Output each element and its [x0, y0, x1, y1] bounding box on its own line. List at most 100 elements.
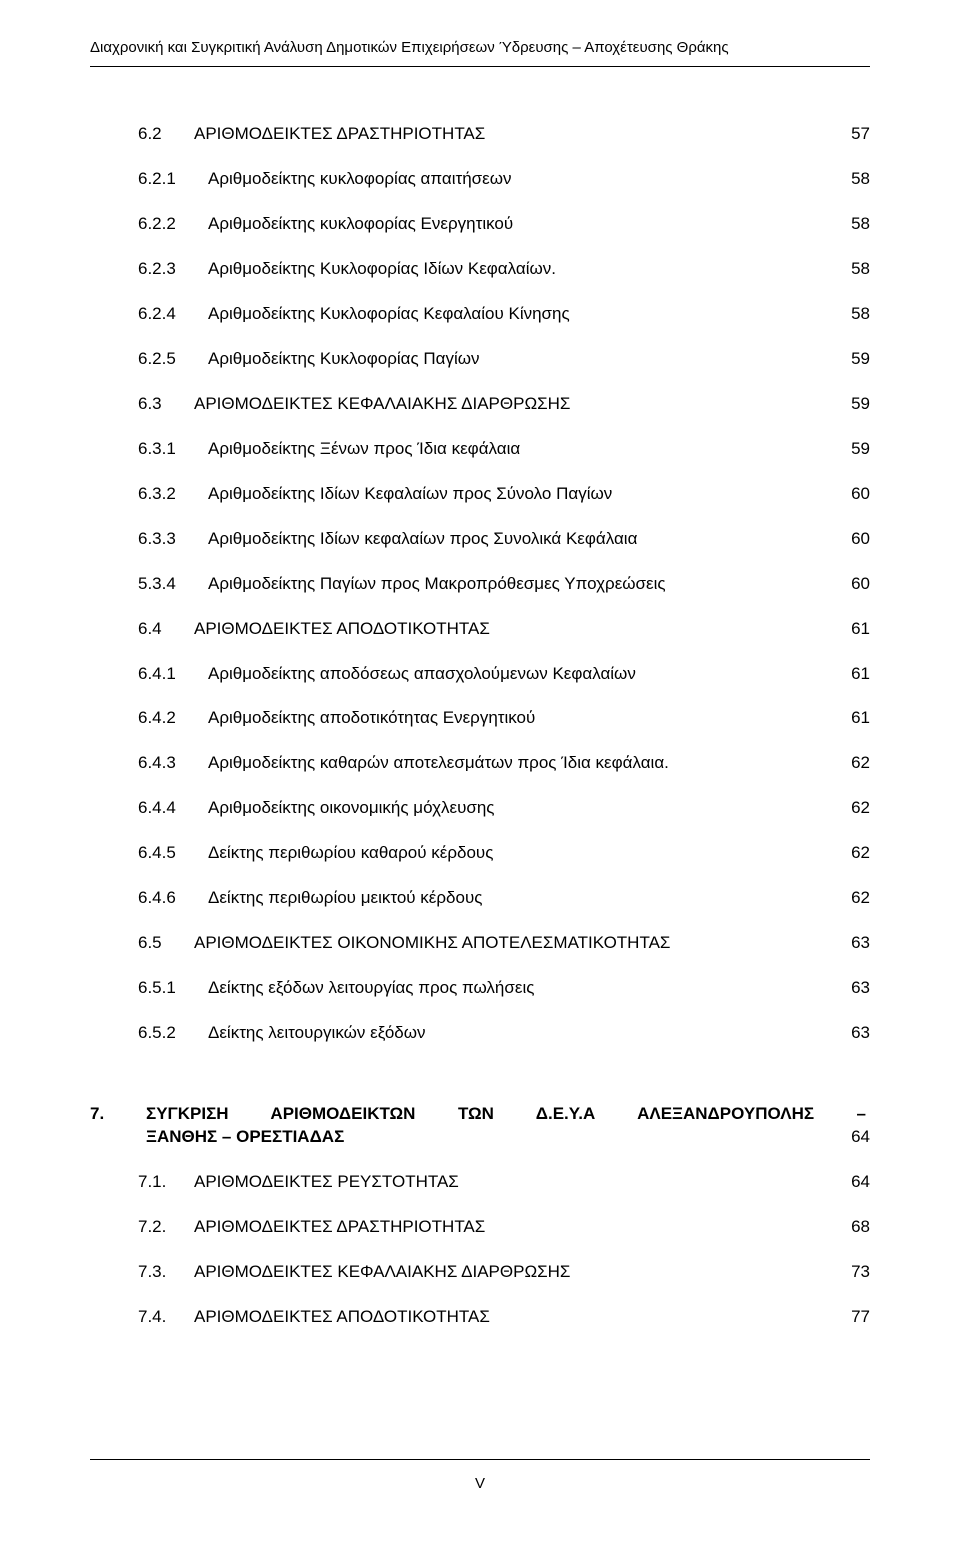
toc-entry: 6.2.5 Αριθμοδείκτης Κυκλοφορίας Παγίων 5…: [90, 348, 870, 371]
toc-page: 77: [834, 1306, 870, 1329]
toc-title: Αριθμοδείκτης κυκλοφορίας Ενεργητικού: [208, 213, 834, 236]
toc-title: Αριθμοδείκτης Κυκλοφορίας Ιδίων Κεφαλαίω…: [208, 258, 834, 281]
toc-title: ΑΡΙΘΜΟΔΕΙΚΤΕΣ ΚΕΦΑΛΑΙΑΚΗΣ ΔΙΑΡΘΡΩΣΗΣ: [194, 1261, 834, 1284]
toc-page: 64: [834, 1126, 870, 1149]
toc-number: 7.3.: [138, 1261, 194, 1284]
toc-title: Αριθμοδείκτης οικονομικής μόχλευσης: [208, 797, 834, 820]
toc-number: 6.4.6: [138, 887, 208, 910]
toc-title: Αριθμοδείκτης Παγίων προς Μακροπρόθεσμες…: [208, 573, 834, 596]
toc-title: Δείκτης λειτουργικών εξόδων: [208, 1022, 834, 1045]
toc-number: 6.5.2: [138, 1022, 208, 1045]
toc-page: 59: [834, 393, 870, 416]
toc-number: 6.2: [138, 123, 194, 146]
toc-page: 61: [834, 663, 870, 686]
toc-number: 5.3.4: [138, 573, 208, 596]
toc-number: 6.2.4: [138, 303, 208, 326]
toc-entry: 6.3.1 Αριθμοδείκτης Ξένων προς Ίδια κεφά…: [90, 438, 870, 461]
toc-page: 57: [834, 123, 870, 146]
footer: V: [90, 1459, 870, 1494]
toc-number: 7.1.: [138, 1171, 194, 1194]
toc-entry: 6.4.4 Αριθμοδείκτης οικονομικής μόχλευση…: [90, 797, 870, 820]
toc-entry: 6.3 ΑΡΙΘΜΟΔΕΙΚΤΕΣ ΚΕΦΑΛΑΙΑΚΗΣ ΔΙΑΡΘΡΩΣΗΣ…: [90, 393, 870, 416]
toc-number: 6.3: [138, 393, 194, 416]
toc-number: 6.2.3: [138, 258, 208, 281]
page: Διαχρονική και Συγκριτική Ανάλυση Δημοτι…: [0, 0, 960, 1544]
toc-page: 62: [834, 887, 870, 910]
footer-rule: [90, 1459, 870, 1460]
toc-title: Αριθμοδείκτης Κυκλοφορίας Παγίων: [208, 348, 834, 371]
toc-entry: 6.4.2 Αριθμοδείκτης αποδοτικότητας Ενεργ…: [90, 707, 870, 730]
toc-title: Αριθμοδείκτης Ιδίων Κεφαλαίων προς Σύνολ…: [208, 483, 834, 506]
toc-number: 6.3.2: [138, 483, 208, 506]
toc-number: 6.3.1: [138, 438, 208, 461]
toc-title-line1: ΣΥΓΚΡΙΣΗ ΑΡΙΘΜΟΔΕΙΚΤΩΝ ΤΩΝ Δ.Ε.Υ.Α ΑΛΕΞΑ…: [146, 1103, 870, 1126]
toc-page: 58: [834, 303, 870, 326]
toc-number: 6.4.2: [138, 707, 208, 730]
toc-page: 63: [834, 1022, 870, 1045]
toc-page: 62: [834, 842, 870, 865]
toc-page: 62: [834, 797, 870, 820]
toc-page: 58: [834, 258, 870, 281]
toc-title: Δείκτης περιθωρίου μεικτού κέρδους: [208, 887, 834, 910]
toc-title: ΑΡΙΘΜΟΔΕΙΚΤΕΣ ΔΡΑΣΤΗΡΙΟΤΗΤΑΣ: [194, 123, 834, 146]
toc-title: Αριθμοδείκτης καθαρών αποτελεσμάτων προς…: [208, 752, 834, 775]
toc-title: Αριθμοδείκτης αποδόσεως απασχολούμενων Κ…: [208, 663, 834, 686]
toc-page: 61: [834, 707, 870, 730]
toc-entry: 6.5.2 Δείκτης λειτουργικών εξόδων 63: [90, 1022, 870, 1045]
toc-number: 7.2.: [138, 1216, 194, 1239]
toc-number: 7.4.: [138, 1306, 194, 1329]
toc-title: Δείκτης περιθωρίου καθαρού κέρδους: [208, 842, 834, 865]
toc-entry: 6.4.5 Δείκτης περιθωρίου καθαρού κέρδους…: [90, 842, 870, 865]
toc-entry: 6.3.3 Αριθμοδείκτης Ιδίων κεφαλαίων προς…: [90, 528, 870, 551]
toc-number: 6.4.5: [138, 842, 208, 865]
toc-title: ΑΡΙΘΜΟΔΕΙΚΤΕΣ ΚΕΦΑΛΑΙΑΚΗΣ ΔΙΑΡΘΡΩΣΗΣ: [194, 393, 834, 416]
toc-entry: 6.5 ΑΡΙΘΜΟΔΕΙΚΤΕΣ ΟΙΚΟΝΟΜΙΚΗΣ ΑΠΟΤΕΛΕΣΜΑ…: [90, 932, 870, 955]
toc-number: 6.5: [138, 932, 194, 955]
toc-title: ΑΡΙΘΜΟΔΕΙΚΤΕΣ ΡΕΥΣΤΟΤΗΤΑΣ: [194, 1171, 834, 1194]
toc-number: 6.4.4: [138, 797, 208, 820]
toc-chapter: 7. ΣΥΓΚΡΙΣΗ ΑΡΙΘΜΟΔΕΙΚΤΩΝ ΤΩΝ Δ.Ε.Υ.Α ΑΛ…: [90, 1103, 870, 1149]
running-header: Διαχρονική και Συγκριτική Ανάλυση Δημοτι…: [90, 38, 870, 66]
toc-title: Αριθμοδείκτης Κυκλοφορίας Κεφαλαίου Κίνη…: [208, 303, 834, 326]
toc-page: 60: [834, 528, 870, 551]
toc-number: 6.2.2: [138, 213, 208, 236]
toc-entry: 7.1. ΑΡΙΘΜΟΔΕΙΚΤΕΣ ΡΕΥΣΤΟΤΗΤΑΣ 64: [90, 1171, 870, 1194]
toc-title: Αριθμοδείκτης αποδοτικότητας Ενεργητικού: [208, 707, 834, 730]
toc-entry: 7.2. ΑΡΙΘΜΟΔΕΙΚΤΕΣ ΔΡΑΣΤΗΡΙΟΤΗΤΑΣ 68: [90, 1216, 870, 1239]
toc-entry: 6.2.2 Αριθμοδείκτης κυκλοφορίας Ενεργητι…: [90, 213, 870, 236]
toc-page: 73: [834, 1261, 870, 1284]
toc-page: 60: [834, 573, 870, 596]
toc-title: ΑΡΙΘΜΟΔΕΙΚΤΕΣ ΔΡΑΣΤΗΡΙΟΤΗΤΑΣ: [194, 1216, 834, 1239]
toc-page: 64: [834, 1171, 870, 1194]
toc-entry: 6.3.2 Αριθμοδείκτης Ιδίων Κεφαλαίων προς…: [90, 483, 870, 506]
toc-entry: 6.4 ΑΡΙΘΜΟΔΕΙΚΤΕΣ ΑΠΟΔΟΤΙΚΟΤΗΤΑΣ 61: [90, 618, 870, 641]
toc-entry: 6.4.6 Δείκτης περιθωρίου μεικτού κέρδους…: [90, 887, 870, 910]
toc-page: 58: [834, 213, 870, 236]
toc-page: 61: [834, 618, 870, 641]
toc-entry: 6.2.3 Αριθμοδείκτης Κυκλοφορίας Ιδίων Κε…: [90, 258, 870, 281]
toc-number: 6.4.3: [138, 752, 208, 775]
toc-entry: 6.2.1 Αριθμοδείκτης κυκλοφορίας απαιτήσε…: [90, 168, 870, 191]
toc-title-line2: ΞΑΝΘΗΣ – ΟΡΕΣΤΙΑΔΑΣ: [146, 1126, 834, 1149]
toc-title: Αριθμοδείκτης Ιδίων κεφαλαίων προς Συνολ…: [208, 528, 834, 551]
toc-number: 6.5.1: [138, 977, 208, 1000]
toc-title: ΑΡΙΘΜΟΔΕΙΚΤΕΣ ΟΙΚΟΝΟΜΙΚΗΣ ΑΠΟΤΕΛΕΣΜΑΤΙΚΟ…: [194, 932, 834, 955]
page-number: V: [90, 1474, 870, 1494]
toc-entry: 7.3. ΑΡΙΘΜΟΔΕΙΚΤΕΣ ΚΕΦΑΛΑΙΑΚΗΣ ΔΙΑΡΘΡΩΣΗ…: [90, 1261, 870, 1284]
toc-page: 63: [834, 977, 870, 1000]
header-rule: [90, 66, 870, 67]
toc-title: ΑΡΙΘΜΟΔΕΙΚΤΕΣ ΑΠΟΔΟΤΙΚΟΤΗΤΑΣ: [194, 1306, 834, 1329]
toc-entry: 6.2 ΑΡΙΘΜΟΔΕΙΚΤΕΣ ΔΡΑΣΤΗΡΙΟΤΗΤΑΣ 57: [90, 123, 870, 146]
toc-number: 6.4: [138, 618, 194, 641]
toc-page: 62: [834, 752, 870, 775]
toc-entry: 6.2.4 Αριθμοδείκτης Κυκλοφορίας Κεφαλαίο…: [90, 303, 870, 326]
toc-entry: 6.5.1 Δείκτης εξόδων λειτουργίας προς πω…: [90, 977, 870, 1000]
toc-title: Δείκτης εξόδων λειτουργίας προς πωλήσεις: [208, 977, 834, 1000]
toc-page: 63: [834, 932, 870, 955]
toc-entry: 6.4.3 Αριθμοδείκτης καθαρών αποτελεσμάτω…: [90, 752, 870, 775]
toc-number: 6.2.1: [138, 168, 208, 191]
toc-number: 6.3.3: [138, 528, 208, 551]
toc-page: 59: [834, 348, 870, 371]
toc-title: ΣΥΓΚΡΙΣΗ ΑΡΙΘΜΟΔΕΙΚΤΩΝ ΤΩΝ Δ.Ε.Υ.Α ΑΛΕΞΑ…: [146, 1103, 870, 1149]
toc-title: ΑΡΙΘΜΟΔΕΙΚΤΕΣ ΑΠΟΔΟΤΙΚΟΤΗΤΑΣ: [194, 618, 834, 641]
